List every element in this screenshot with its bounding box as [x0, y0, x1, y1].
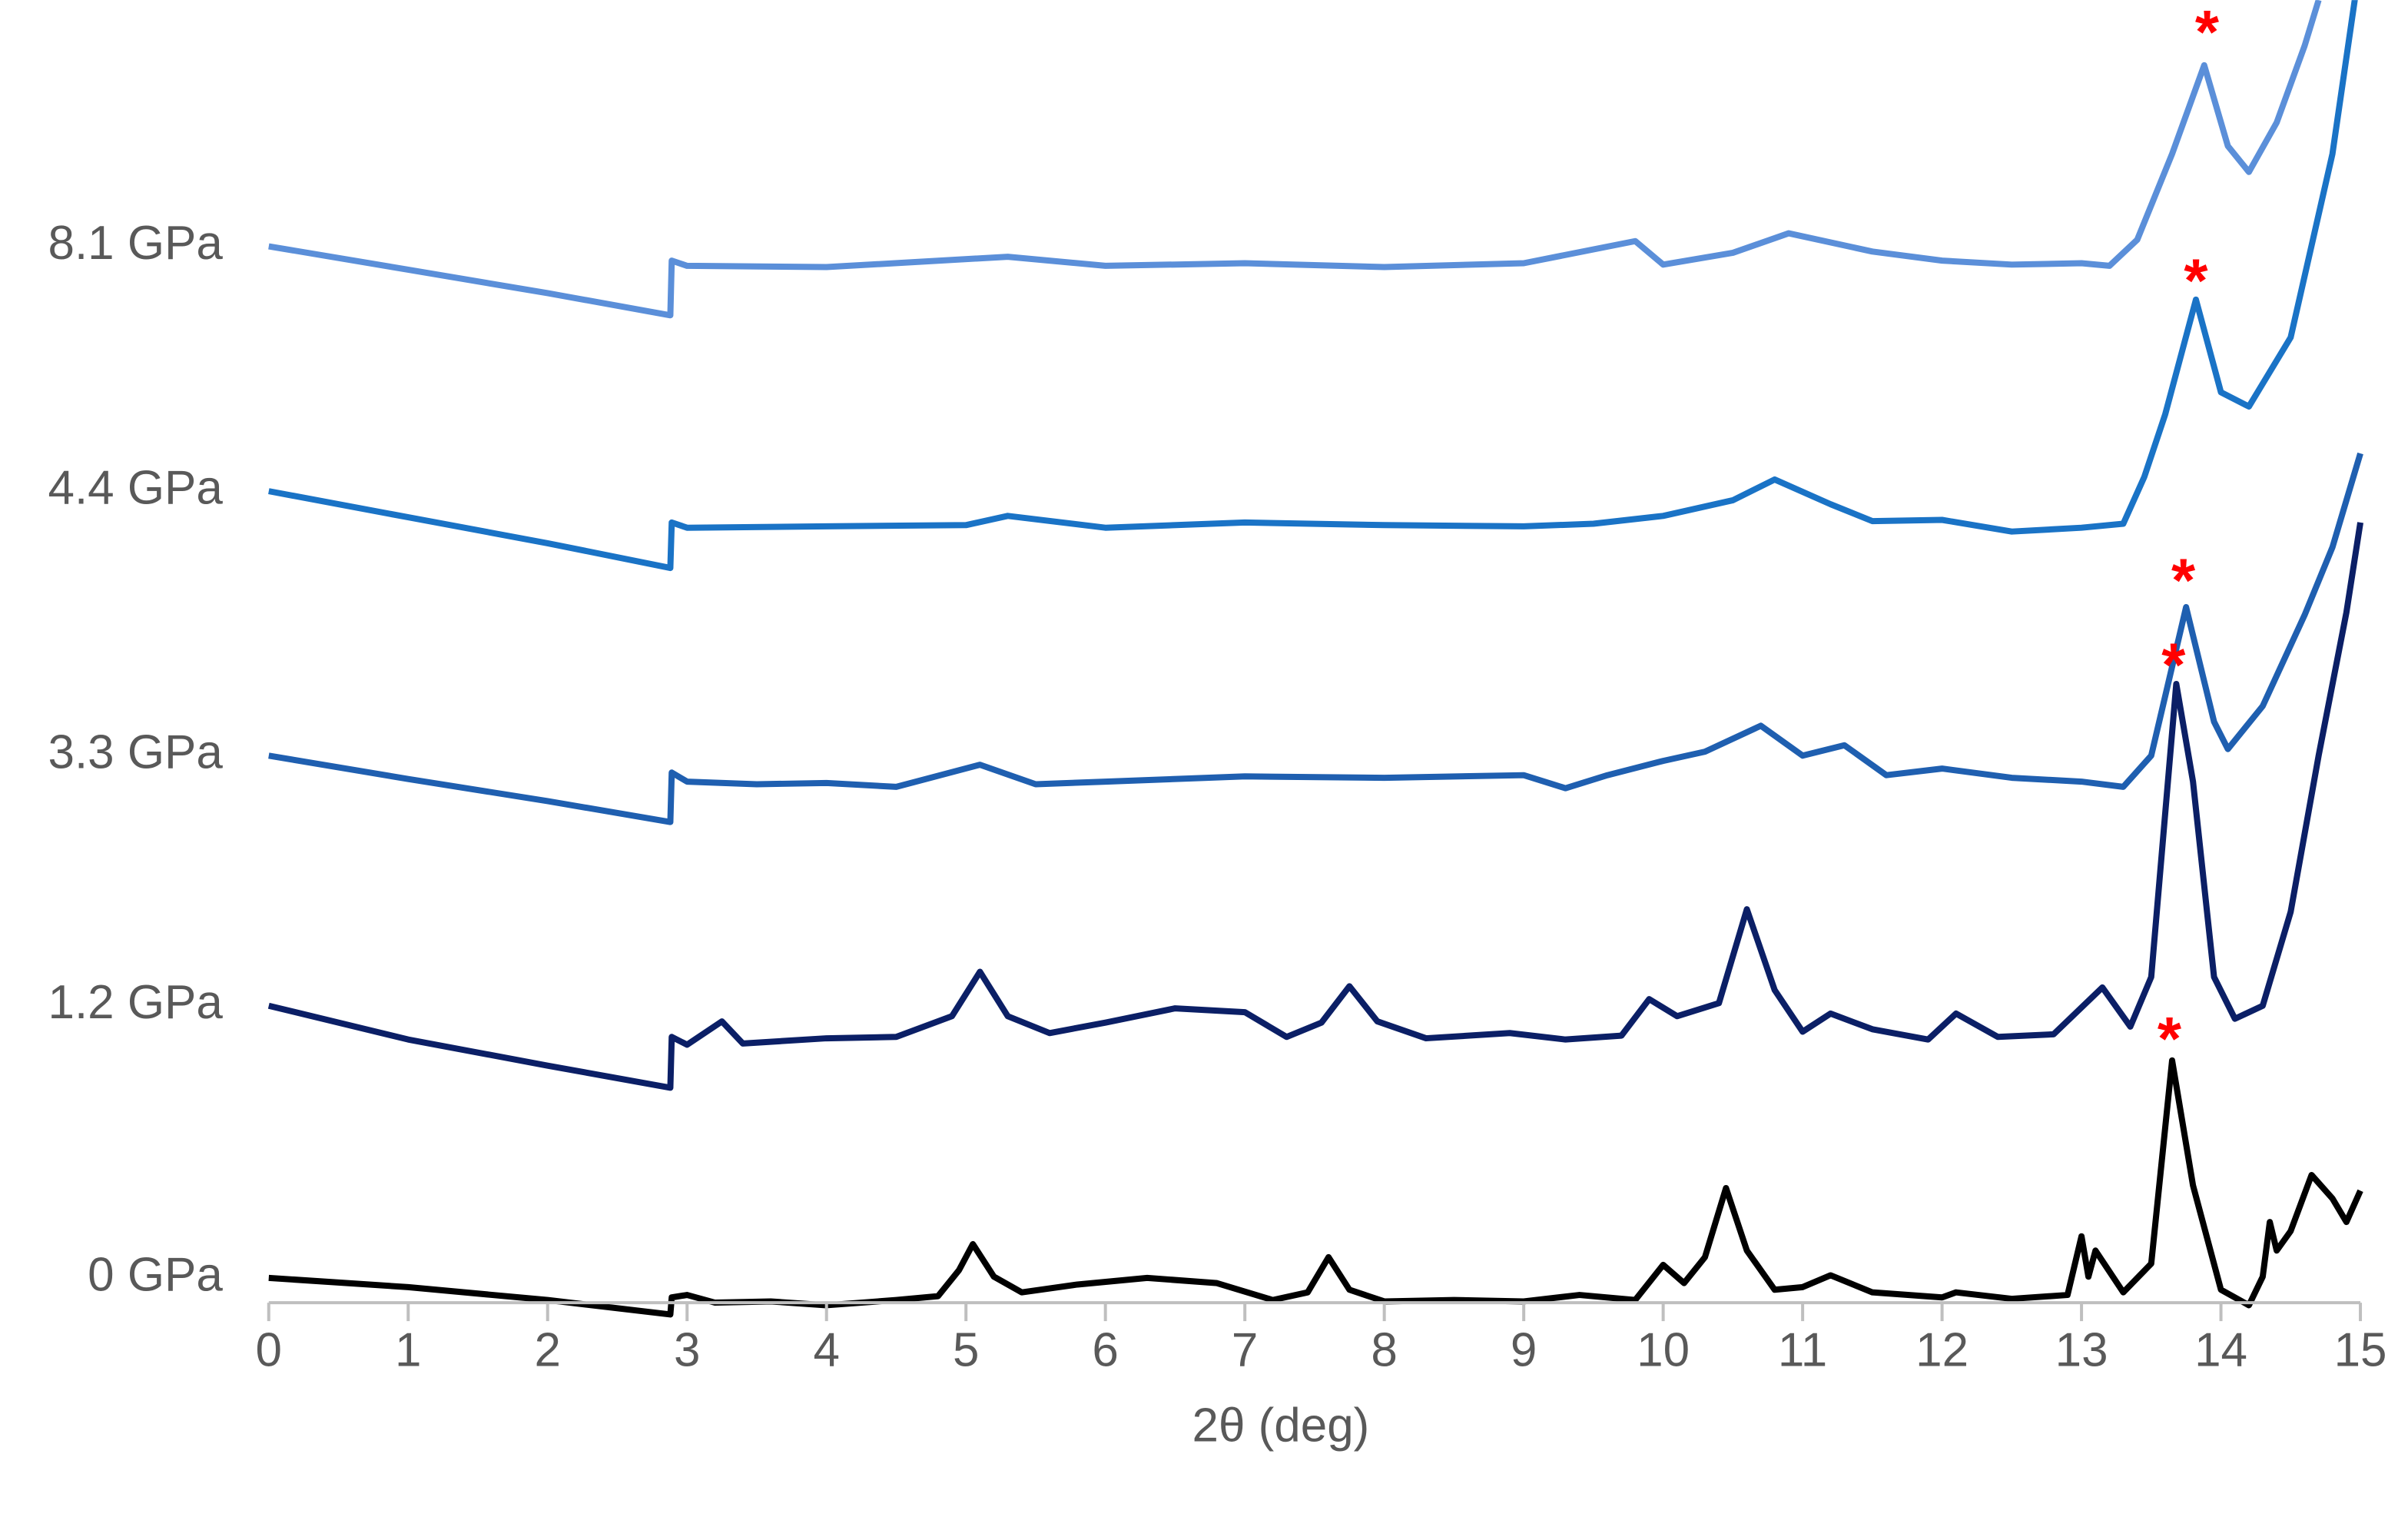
x-tick-label: 9 — [1511, 1323, 1537, 1376]
x-tick-label: 1 — [395, 1323, 421, 1376]
x-tick-label: 14 — [2194, 1323, 2247, 1376]
series-line — [268, 452, 2363, 825]
x-tick-label: 12 — [1915, 1323, 1969, 1376]
series-label: 0 GPa — [88, 1248, 223, 1301]
x-tick-label: 15 — [2334, 1323, 2387, 1376]
plot-area — [267, 0, 2363, 1318]
x-tick-label: 6 — [1092, 1323, 1118, 1376]
x-tick-label: 13 — [2055, 1323, 2108, 1376]
peak-marker: * — [2195, 0, 2220, 66]
series-line — [268, 0, 2322, 319]
x-tick-label: 10 — [1637, 1323, 1690, 1376]
series-line — [268, 1057, 2363, 1318]
series-label: 3.3 GPa — [48, 726, 224, 779]
x-tick-label: 4 — [813, 1323, 839, 1376]
peak-marker: * — [2161, 631, 2186, 699]
series-line — [267, 522, 2363, 1091]
x-tick-label: 3 — [674, 1323, 700, 1376]
peak-marker: * — [2171, 546, 2196, 614]
x-tick-label: 11 — [1778, 1323, 1827, 1376]
x-tick-label: 0 — [256, 1323, 282, 1376]
x-tick-label: 8 — [1371, 1323, 1397, 1376]
x-axis-title: 2θ (deg) — [1192, 1399, 1370, 1452]
x-tick-label: 2 — [535, 1323, 561, 1376]
series-label: 4.4 GPa — [48, 462, 224, 515]
series-label: 1.2 GPa — [48, 976, 224, 1029]
x-tick-label: 7 — [1232, 1323, 1258, 1376]
series-line — [268, 0, 2358, 572]
series-label: 8.1 GPa — [48, 217, 224, 270]
x-tick-label: 5 — [953, 1323, 979, 1376]
peak-marker: * — [2184, 247, 2208, 315]
peak-marker: * — [2158, 1004, 2182, 1073]
